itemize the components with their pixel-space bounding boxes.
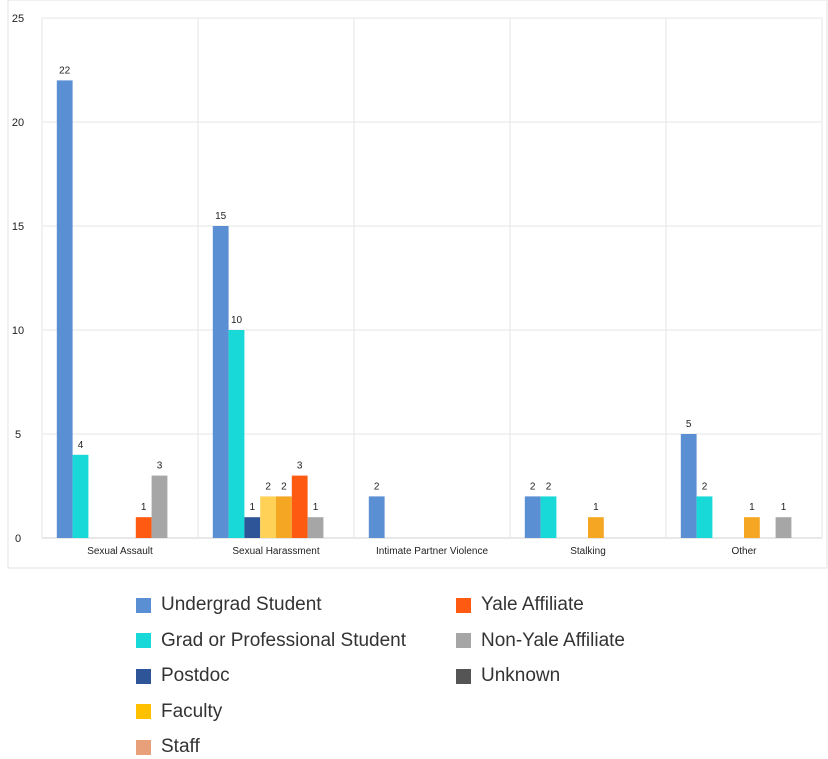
legend-label: Non-Yale Affiliate — [481, 629, 625, 651]
bar — [775, 517, 792, 538]
bar — [260, 496, 276, 538]
category-label: Sexual Assault — [87, 546, 153, 557]
bar — [744, 517, 760, 538]
legend-swatch — [136, 633, 151, 648]
chart-legend: Undergrad Student Grad or Professional St… — [136, 593, 696, 758]
data-label: 1 — [141, 502, 147, 513]
y-tick-label: 10 — [12, 325, 24, 337]
legend-item: Postdoc — [136, 664, 230, 688]
bar — [151, 475, 168, 538]
legend-swatch — [456, 597, 471, 613]
legend-label: Undergrad Student — [161, 594, 322, 615]
data-label: 1 — [313, 502, 319, 513]
bar — [307, 517, 324, 538]
legend-item: Undergrad Student — [136, 593, 322, 617]
category-label: Other — [731, 546, 757, 557]
legend-label: Unknown — [481, 665, 561, 686]
category-label: Stalking — [570, 546, 606, 557]
legend-label: Postdoc — [161, 665, 230, 686]
bar — [696, 496, 713, 538]
data-label: 2 — [374, 481, 380, 492]
legend-column-right: Yale Affiliate Non-Yale Affiliate Unknown — [456, 593, 696, 758]
legend-column-left: Undergrad Student Grad or Professional St… — [136, 593, 456, 758]
y-tick-label: 20 — [12, 117, 24, 129]
bar — [291, 475, 308, 538]
legend-label: Staff — [161, 736, 200, 757]
data-label: 2 — [702, 481, 708, 492]
bar — [135, 517, 152, 538]
data-label: 15 — [215, 211, 227, 222]
data-label: 3 — [297, 461, 303, 472]
legend-item: Faculty — [136, 700, 222, 724]
data-label: 5 — [686, 419, 692, 430]
legend-label: Faculty — [161, 700, 223, 722]
data-label: 1 — [781, 502, 787, 513]
data-label: 1 — [250, 502, 256, 513]
bar — [588, 517, 604, 538]
legend-swatch — [136, 597, 151, 613]
data-label: 2 — [265, 481, 271, 492]
legend-item: Non-Yale Affiliate — [456, 629, 625, 653]
bar — [244, 517, 261, 538]
bar — [524, 496, 541, 538]
legend-item: Grad or Professional Student — [136, 629, 406, 653]
legend-swatch — [136, 668, 151, 684]
y-tick-label: 5 — [15, 429, 21, 441]
category-label: Intimate Partner Violence — [376, 546, 489, 557]
legend-swatch — [456, 668, 471, 684]
y-tick-label: 15 — [12, 221, 24, 233]
bar — [56, 80, 73, 539]
data-label: 10 — [231, 315, 243, 326]
data-label: 4 — [78, 440, 84, 451]
legend-label: Yale Affiliate — [481, 594, 584, 615]
plot-frame — [7, 0, 828, 569]
bar — [680, 434, 697, 538]
data-label: 2 — [281, 481, 287, 492]
bar — [212, 226, 229, 538]
bar — [368, 496, 385, 538]
data-label: 1 — [593, 502, 599, 513]
legend-swatch — [136, 739, 151, 755]
y-tick-label: 0 — [15, 533, 21, 545]
data-label: 2 — [546, 481, 552, 492]
y-tick-label: 25 — [12, 13, 24, 25]
legend-label: Grad or Professional Student — [161, 629, 407, 651]
bar — [228, 330, 245, 538]
legend-item: Staff — [136, 735, 200, 759]
legend-item: Unknown — [456, 664, 560, 688]
data-label: 3 — [157, 461, 163, 472]
legend-item: Yale Affiliate — [456, 593, 584, 617]
data-label: 1 — [749, 502, 755, 513]
data-label: 2 — [530, 481, 536, 492]
legend-swatch — [136, 704, 151, 719]
bar — [72, 454, 89, 538]
legend-swatch — [456, 633, 471, 648]
bar — [540, 496, 557, 538]
category-label: Sexual Harassment — [232, 546, 319, 557]
bar — [276, 496, 292, 538]
data-label: 22 — [59, 65, 71, 76]
